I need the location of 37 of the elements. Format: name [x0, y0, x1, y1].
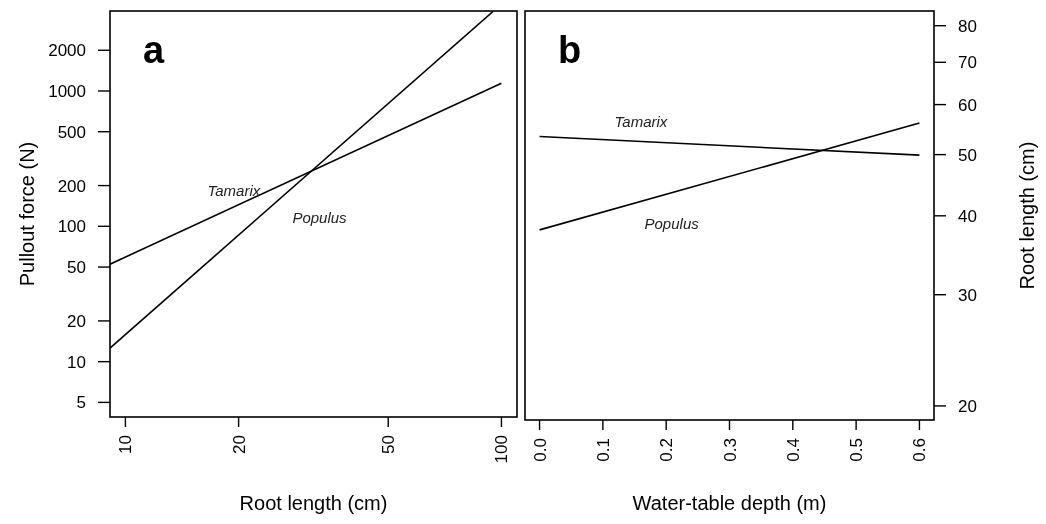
- x-tick-label: 0.0: [530, 438, 550, 462]
- y2-tick-label: 70: [958, 53, 977, 73]
- series-label: Tamarix: [614, 113, 668, 131]
- x-tick-label: 0.3: [720, 438, 740, 462]
- series-label: Populus: [292, 208, 348, 226]
- y2-tick-label: 20: [958, 396, 977, 416]
- y-tick-label: 200: [57, 176, 86, 196]
- y-tick-label: 1000: [48, 81, 86, 101]
- x-tick-label: 50: [379, 435, 399, 454]
- x-axis-title: Water-table depth (m): [632, 492, 827, 514]
- y-tick-label: 50: [67, 258, 86, 278]
- y-tick-label: 5: [76, 393, 86, 413]
- x-tick-label: 0.6: [910, 438, 930, 462]
- y2-tick-label: 60: [958, 95, 977, 115]
- y-tick-label: 500: [57, 122, 86, 142]
- x-tick-label: 20: [229, 435, 249, 454]
- y-tick-label: 10: [67, 352, 86, 372]
- y-tick-label: 100: [57, 217, 86, 237]
- y-tick-label: 2000: [48, 41, 86, 61]
- y2-tick-label: 30: [958, 285, 977, 305]
- y2-tick-label: 40: [958, 206, 977, 226]
- x-tick-label: 0.2: [657, 438, 677, 462]
- x-tick-label: 0.5: [847, 438, 867, 462]
- x-tick-label: 10: [116, 435, 136, 454]
- text: a: [143, 29, 165, 71]
- x-tick-label: 100: [492, 435, 512, 464]
- y2-tick-label: 80: [958, 16, 977, 36]
- text: b: [558, 29, 582, 71]
- series-label: Tamarix: [207, 181, 261, 199]
- y-axis-title: Pullout force (N): [16, 141, 38, 287]
- x-axis-title: Root length (cm): [239, 492, 388, 514]
- x-tick-label: 0.1: [593, 438, 613, 462]
- y-tick-label: 20: [67, 311, 86, 331]
- y2-tick-label: 50: [958, 145, 977, 165]
- series-label: Populus: [644, 215, 700, 233]
- x-tick-label: 0.4: [783, 438, 803, 462]
- y2-axis-title: Root length (cm): [1016, 141, 1038, 290]
